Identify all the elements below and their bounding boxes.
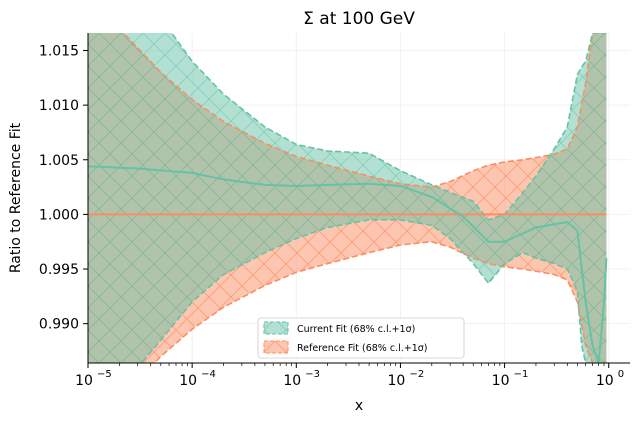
legend: Current Fit (68% c.l.+1σ) Reference Fit …: [257, 317, 465, 359]
y-tick-label-0: 0.990: [39, 317, 79, 333]
x-tick-exponent-1: −4: [201, 369, 216, 380]
y-tick-label-2: 1.000: [39, 207, 79, 223]
x-tick-exponent-4: −1: [514, 369, 529, 380]
band-lower-edge-reference: [153, 240, 607, 363]
legend-label-reference: Reference Fit (68% c.l.+1σ): [297, 343, 428, 354]
plot-area: [88, 33, 630, 363]
x-tick-label-5: 10: [596, 373, 614, 389]
legend-label-current: Current Fit (68% c.l.+1σ): [297, 324, 415, 335]
y-axis-label: Ratio to Reference Fit: [8, 122, 24, 273]
bands-layer: [88, 33, 607, 363]
legend-entry-reference: Reference Fit (68% c.l.+1σ): [263, 340, 428, 354]
y-tick-label-3: 1.005: [39, 153, 79, 169]
x-tick-label-0: 10: [75, 373, 93, 389]
x-tick-label-2: 10: [283, 373, 301, 389]
legend-hatch-reference: [264, 341, 288, 353]
y-tick-label-5: 1.015: [39, 43, 79, 59]
y-tick-label-1: 0.995: [39, 262, 79, 278]
x-tick-exponent-2: −3: [305, 369, 320, 380]
chart-title: Σ at 100 GeV: [303, 9, 415, 29]
legend-entry-current: Current Fit (68% c.l.+1σ): [263, 321, 415, 335]
y-axis-ticks: 0.990 0.995 1.000 1.005 1.010 1.015: [39, 43, 88, 333]
band-upper-edge-current: [170, 33, 607, 221]
x-tick-label-4: 10: [492, 373, 510, 389]
band-hatch-current: [88, 33, 607, 363]
legend-hatch-current: [264, 322, 288, 334]
x-tick-exponent-3: −2: [409, 369, 424, 380]
x-axis-ticks: 10 −5 10 −4 10 −3 10 −2 10 −1 10 0: [75, 363, 624, 389]
lines-layer: [88, 33, 608, 363]
band-lower-edge-current: [140, 219, 607, 363]
x-tick-exponent-5: 0: [618, 369, 624, 380]
legend-frame: [257, 317, 465, 359]
x-tick-label-1: 10: [179, 373, 197, 389]
central-line-current: [88, 165, 608, 363]
x-axis-label: x: [355, 398, 363, 414]
y-tick-label-4: 1.010: [39, 98, 79, 114]
band-upper-edge-reference: [122, 33, 607, 188]
x-tick-label-3: 10: [388, 373, 406, 389]
x-tick-exponent-0: −5: [97, 369, 112, 380]
